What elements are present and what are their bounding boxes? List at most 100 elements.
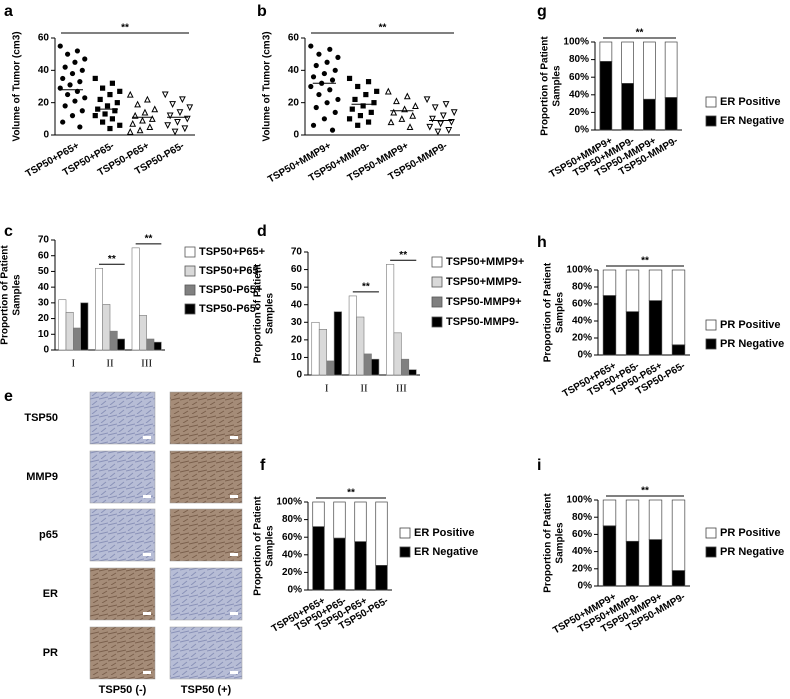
y-axis-label: Samples [552,65,563,107]
bar-segment [648,539,663,587]
legend-swatch [431,256,443,268]
data-point [109,80,115,86]
data-point [371,100,377,106]
bar [95,267,103,351]
data-point [92,75,98,82]
micrograph [169,567,243,621]
data-point [316,51,322,57]
data-point [324,59,330,65]
bar [401,358,410,376]
data-point [355,83,361,90]
bar-segment [354,501,367,542]
chart-panel: h Proportion of Patient Samples 0% 20% 40% 60%… [537,234,784,400]
data-point [321,116,327,122]
legend-swatch [705,527,717,539]
panel-letter: g [537,3,547,20]
bar-segment [621,83,634,131]
panel-letter: c [4,223,13,240]
data-point [384,87,392,95]
data-point [398,115,406,122]
legend-label: TSP50+P65- [199,265,263,277]
micrograph [169,626,243,680]
micrograph [169,450,243,504]
y-tick-label: 60 [288,33,300,44]
panel-letter: d [257,223,267,240]
bar-segment [375,565,388,591]
data-point [442,101,450,109]
legend-label: TSP50-MMP9- [446,316,519,328]
legend-label: TSP50-MMP9+ [446,296,522,308]
data-point [100,119,106,125]
data-point [77,124,83,130]
scale-bar [230,495,238,498]
y-tick-label: 40% [569,89,589,100]
data-point [316,91,322,98]
data-point [104,103,111,109]
data-point [69,70,76,77]
data-point [329,77,336,83]
data-point [62,64,68,70]
data-point [131,111,139,119]
data-point [437,120,445,128]
bar [73,327,81,351]
micrograph [89,567,156,621]
data-point [141,108,149,116]
bar-segment [599,41,613,62]
legend-label: TSP50+P65+ [199,246,265,258]
bar [408,369,417,376]
data-point [181,125,189,133]
row-label: MMP9 [26,471,58,483]
data-point [310,74,317,80]
bar-segment [354,541,367,591]
data-point [129,119,137,127]
data-point [365,119,372,125]
legend-swatch [705,338,717,350]
legend-label: TSP50+MMP9- [446,276,522,288]
y-tick-label: 60 [38,33,50,44]
data-point [186,104,194,112]
data-point [174,118,181,126]
legend-swatch [431,296,443,308]
panel-letter: i [537,457,541,474]
data-point [148,115,156,122]
legend-label: ER Positive [720,96,781,108]
data-point [126,90,134,98]
bar [102,304,111,351]
bar-segment [621,41,634,84]
legend-swatch [184,303,196,315]
data-point [97,96,103,103]
bar-segment [664,97,678,131]
legend-label: PR Positive [720,527,781,539]
y-tick-label: 40% [572,316,592,327]
y-tick-label: 40 [38,282,50,293]
y-tick-label: 60% [569,72,589,83]
y-axis-label: Proportion of Patient [543,262,554,362]
chart-panel: i Proportion of Patient Samples 0% 20% 40% 60%… [537,457,784,636]
data-point [171,128,179,136]
scale-bar [143,553,151,556]
y-tick-label: 40% [572,546,592,557]
significance-label: ** [636,28,644,39]
legend-label: TSP50-P65- [199,303,260,315]
legend-swatch [399,527,411,539]
bar-segment [671,344,686,356]
column-label: TSP50 (+) [181,684,232,696]
y-axis-label: Samples [555,522,566,564]
row-label: p65 [39,529,58,541]
y-tick-label: 0 [293,130,299,141]
bar-segment [648,269,663,301]
data-point [308,83,314,90]
y-tick-label: 70 [291,247,303,258]
data-point [114,100,120,106]
y-tick-label: 100% [563,37,589,48]
data-point [363,91,369,98]
y-tick-label: 40 [38,65,50,76]
data-point [321,70,327,77]
micrograph [89,508,156,562]
data-point [374,88,380,94]
data-point [352,96,358,103]
data-point [355,122,361,128]
y-tick-label: 0 [296,370,302,381]
